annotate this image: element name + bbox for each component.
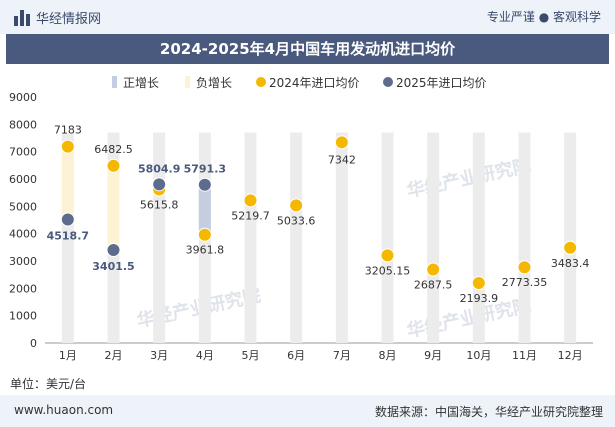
legend-decrease-swatch: [185, 76, 190, 88]
point-2024: [563, 240, 578, 255]
decrease-bar: [107, 165, 120, 251]
y-tick-label: 8000: [9, 118, 37, 131]
point-2024: [197, 227, 212, 242]
legend-2024-label: 2024年进口均价: [269, 76, 360, 90]
background-bar: [381, 132, 394, 343]
x-tick-label: 1月: [59, 349, 77, 362]
background-bar: [472, 132, 485, 343]
data-label-2024: 5615.8: [140, 199, 179, 212]
x-tick-label: 6月: [287, 349, 305, 362]
background-bar: [564, 132, 577, 343]
legend-decrease-label: 负增长: [196, 76, 232, 90]
data-label-2024: 7183: [54, 124, 82, 137]
footer-bar: www.huaon.com 数据来源：中国海关，华经产业研究院整理: [0, 395, 615, 427]
legend-2025-label: 2025年进口均价: [396, 76, 487, 90]
unit-label: 单位：美元/台: [10, 377, 87, 391]
data-label-2024: 3205.15: [365, 264, 411, 277]
watermark: 华经产业研究院: [405, 154, 533, 202]
legend-2025-swatch: [383, 77, 393, 87]
point-2024: [426, 262, 441, 277]
point-2024: [243, 193, 258, 208]
brand-name: 华经情报网: [36, 12, 102, 27]
background-bar: [335, 132, 348, 343]
tagline: 专业严谨 ● 客观科学: [486, 10, 601, 24]
data-source: 数据来源：中国海关，华经产业研究院整理: [374, 405, 603, 419]
x-tick-label: 2月: [105, 349, 123, 362]
data-label-2024: 2773.35: [502, 276, 548, 289]
y-tick-label: 4000: [9, 228, 37, 241]
legend-increase-swatch: [112, 76, 117, 88]
background-bar: [61, 132, 74, 343]
y-tick-label: 2000: [9, 282, 37, 295]
header-bar: 华经情报网 专业严谨 ● 客观科学: [0, 0, 615, 34]
increase-bar: [198, 184, 211, 235]
x-tick-label: 11月: [512, 349, 537, 362]
data-label-2024: 5219.7: [231, 209, 270, 222]
data-label-2024: 5033.6: [277, 214, 316, 227]
x-tick-label: 4月: [196, 349, 214, 362]
legend-2024-swatch: [256, 77, 266, 87]
data-label-2024: 6482.5: [94, 143, 133, 156]
point-2024: [471, 276, 486, 291]
y-tick-label: 3000: [9, 255, 37, 268]
legend-increase-label: 正增长: [123, 76, 159, 90]
point-2024: [289, 198, 304, 213]
background-bar: [244, 132, 257, 343]
point-2024: [380, 248, 395, 263]
y-tick-label: 0: [30, 337, 37, 350]
background-bar: [290, 132, 303, 343]
decrease-bar: [61, 146, 74, 220]
data-label-2025: 3401.5: [92, 260, 134, 273]
data-label-2025: 5804.9: [138, 162, 180, 175]
y-tick-label: 7000: [9, 146, 37, 159]
background-bar: [518, 132, 531, 343]
chart-title: 2024-2025年4月中国车用发动机进口均价: [6, 34, 609, 64]
brand-logo: 华经情报网: [14, 8, 101, 27]
background-bar: [427, 132, 440, 343]
y-tick-label: 6000: [9, 173, 37, 186]
point-2025: [152, 177, 167, 192]
x-tick-label: 12月: [558, 349, 583, 362]
site-url: www.huaon.com: [14, 403, 114, 417]
data-label-2024: 2193.9: [460, 292, 499, 305]
x-tick-label: 9月: [424, 349, 442, 362]
point-2024: [60, 139, 75, 154]
data-label-2024: 2687.5: [414, 279, 453, 292]
y-tick-label: 1000: [9, 310, 37, 323]
data-label-2024: 3961.8: [186, 244, 225, 257]
x-tick-label: 5月: [242, 349, 260, 362]
data-label-2025: 4518.7: [47, 229, 89, 242]
point-2025: [60, 212, 75, 227]
y-tick-label: 9000: [9, 91, 37, 104]
x-tick-label: 8月: [379, 349, 397, 362]
x-tick-label: 7月: [333, 349, 351, 362]
x-tick-label: 3月: [150, 349, 168, 362]
data-label-2024: 3483.4: [551, 257, 590, 270]
logo-icon: [14, 9, 30, 26]
chart-canvas: 华经产业研究院华经产业研究院华经产业研究院0100020003000400050…: [9, 76, 593, 362]
point-2024: [517, 260, 532, 275]
x-tick-label: 10月: [466, 349, 491, 362]
data-label-2025: 5791.3: [184, 163, 226, 176]
point-2024: [334, 135, 349, 150]
point-2025: [106, 243, 121, 258]
y-tick-label: 5000: [9, 200, 37, 213]
data-label-2024: 7342: [328, 153, 356, 166]
point-2024: [106, 158, 121, 173]
point-2025: [197, 177, 212, 192]
